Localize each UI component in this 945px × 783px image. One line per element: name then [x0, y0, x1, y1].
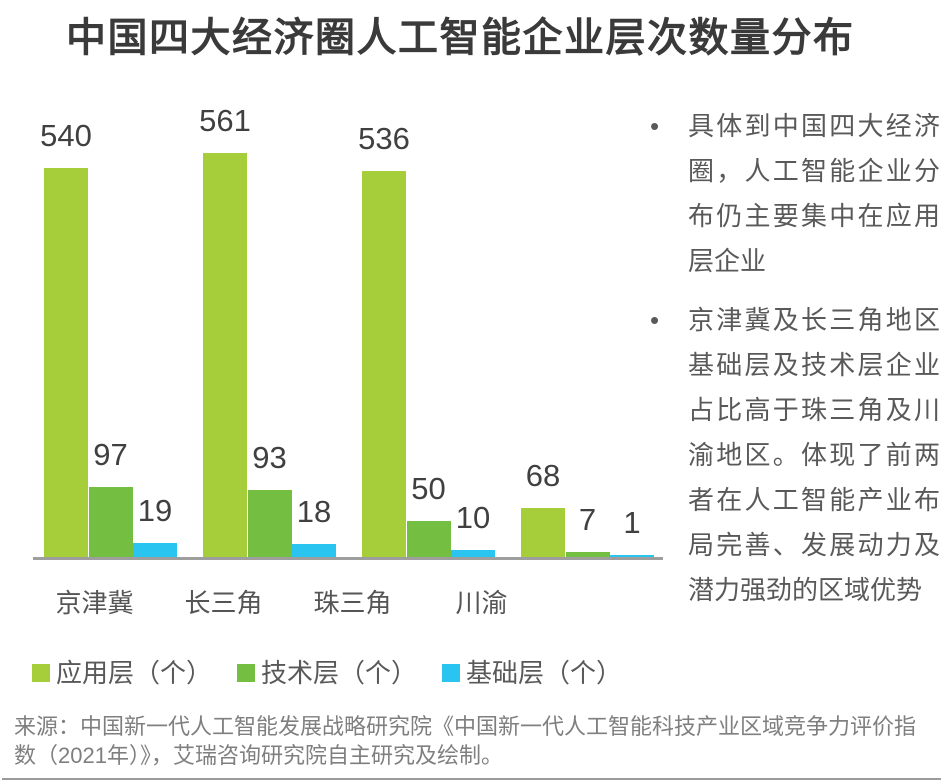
grouped-bar-chart: 540 97 19 561 93 18 536 50 10 68 7 1 京津冀 长三角 珠三角 川渝 应用… [0, 103, 945, 688]
bar-application-layer-group-4: 68 [521, 458, 565, 557]
bar-application-layer-group-2: 561 [199, 103, 251, 557]
bar-group-2: 561 93 18 [199, 103, 336, 557]
bar-value-label: 97 [93, 437, 128, 473]
legend-item-basic-layer: 基础层（个） [442, 658, 622, 688]
bar-value-label: 93 [252, 440, 287, 476]
bottom-divider [2, 778, 941, 780]
source-note: 来源：中国新一代人工智能发展战略研究院《中国新一代人工智能科技产业区域竞争力评价… [14, 714, 917, 768]
chart-title: 中国四大经济圈人工智能企业层次数量分布 [66, 16, 855, 60]
legend-item-technology-layer: 技术层（个） [237, 658, 417, 688]
bar-group-3: 536 50 10 [358, 121, 495, 557]
bar-basic-layer-group-3: 10 [451, 500, 495, 557]
bar-application-layer-group-1: 540 [40, 118, 92, 557]
bar-application-layer-group-3: 536 [358, 121, 410, 557]
bar-basic-layer-group-1: 19 [133, 493, 177, 557]
x-axis-label-3: 珠三角 [313, 588, 392, 618]
x-axis-label-2: 长三角 [184, 588, 263, 618]
bar-value-label: 10 [455, 499, 491, 535]
bar-value-label: 1 [623, 504, 641, 540]
bar-value-label: 50 [411, 471, 446, 506]
legend-swatch-basic-layer [442, 664, 461, 682]
bar-basic-layer-group-4: 1 [610, 505, 654, 557]
bar-value-label: 540 [40, 118, 92, 154]
bar-technology-layer-group-2: 93 [247, 440, 292, 557]
x-axis-label-1: 京津冀 [55, 588, 134, 618]
bar-value-label: 68 [525, 458, 561, 494]
bar-basic-layer-group-2: 18 [292, 494, 336, 557]
legend-swatch-technology-layer [237, 664, 256, 682]
bar-value-label: 536 [358, 121, 410, 157]
x-axis-label-4: 川渝 [455, 588, 508, 618]
bar-technology-layer-group-4: 7 [565, 502, 610, 557]
x-axis-category-labels: 京津冀 长三角 珠三角 川渝 [30, 590, 546, 616]
legend-swatch-application-layer [32, 664, 50, 682]
legend-label-technology-layer: 技术层（个） [261, 658, 418, 688]
bar-value-label: 19 [137, 493, 173, 529]
bar-group-4: 68 7 1 [521, 148, 654, 557]
bar-value-label: 561 [199, 103, 251, 139]
legend-item-application-layer: 应用层（个） [32, 658, 212, 688]
chart-plot-area: 540 97 19 561 93 18 536 50 10 68 7 1 [33, 103, 663, 560]
bar-technology-layer-group-1: 97 [88, 437, 133, 557]
chart-legend: 应用层（个） 技术层（个） 基础层（个） [32, 658, 945, 688]
bar-technology-layer-group-3: 50 [406, 471, 451, 557]
legend-label-basic-layer: 基础层（个） [466, 658, 623, 688]
bar-value-label: 7 [578, 501, 597, 537]
bar-value-label: 18 [296, 494, 332, 530]
legend-label-application-layer: 应用层（个） [56, 658, 213, 688]
insight-bullet-2: 京津冀及长三角地区基础层及技术层企业占比高于珠三角及川渝地区。体现了前两者在人工… [648, 298, 940, 613]
bar-group-1: 540 97 19 [40, 118, 177, 557]
insight-bullet-1: 具体到中国四大经济圈，人工智能企业分布仍主要集中在应用层企业 [648, 104, 940, 284]
insight-bullet-list: 具体到中国四大经济圈，人工智能企业分布仍主要集中在应用层企业 京津冀及长三角地区… [648, 104, 940, 613]
